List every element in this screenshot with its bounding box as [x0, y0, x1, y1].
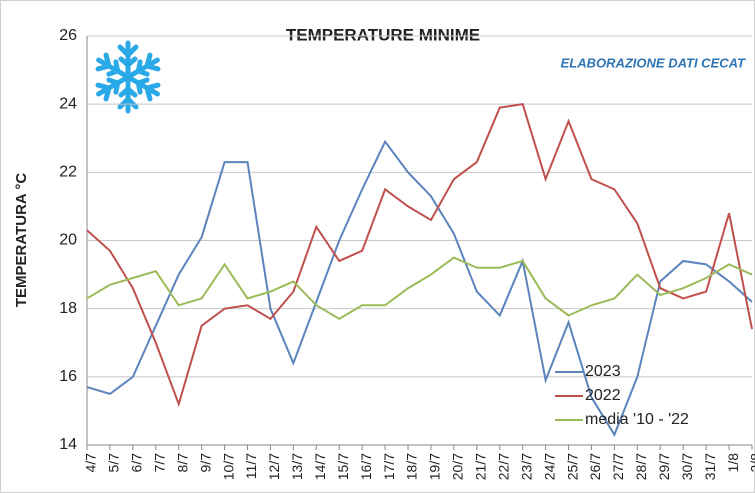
series-line: [86, 256, 753, 321]
chart-title: TEMPERATURE MINIME: [286, 25, 480, 44]
legend-label: media '10 - '22: [585, 411, 689, 428]
series-line: [86, 139, 753, 438]
x-tick-label: 24/7: [541, 453, 557, 480]
x-tick-label: 20/7: [450, 453, 466, 480]
x-tick-label: 22/7: [495, 453, 511, 480]
x-tick-label: 14/7: [312, 453, 328, 480]
x-tick-label: 4/7: [83, 453, 99, 473]
x-tick-label: 18/7: [404, 453, 420, 480]
x-tick-label: 17/7: [381, 453, 397, 480]
x-tick-label: 6/7: [129, 453, 145, 473]
legend-label: 2023: [585, 363, 621, 380]
y-axis-label: TEMPERATURA °C: [13, 173, 30, 307]
x-tick-label: 5/7: [106, 453, 122, 473]
chart-subtitle: ELABORAZIONE DATI CECAT: [561, 55, 746, 70]
y-tick-label: 16: [59, 368, 77, 385]
x-tick-label: 9/7: [197, 453, 213, 473]
y-tick-label: 14: [59, 436, 77, 453]
x-tick-label: 26/7: [587, 453, 603, 480]
y-tick-label: 18: [59, 300, 77, 317]
x-tick-label: 16/7: [358, 453, 374, 480]
x-tick-label: 1/8: [725, 453, 741, 473]
x-tick-label: 29/7: [656, 453, 672, 480]
x-tick-label: 13/7: [289, 453, 305, 480]
series-line: [86, 103, 753, 408]
x-tick-label: 2/8: [748, 453, 755, 473]
x-tick-label: 19/7: [427, 453, 443, 480]
y-tick-label: 26: [59, 27, 77, 44]
x-tick-label: 12/7: [266, 453, 282, 480]
x-tick-label: 31/7: [702, 453, 718, 480]
y-tick-label: 24: [59, 95, 77, 112]
x-tick-label: 23/7: [518, 453, 534, 480]
legend-label: 2022: [585, 387, 621, 404]
x-tick-label: 30/7: [679, 453, 695, 480]
x-tick-label: 8/7: [174, 453, 190, 473]
x-tick-label: 11/7: [243, 453, 259, 479]
y-tick-label: 22: [59, 164, 77, 181]
x-tick-label: 15/7: [335, 453, 351, 480]
y-tick-label: 20: [59, 232, 77, 249]
x-tick-label: 25/7: [564, 453, 580, 480]
x-tick-label: 28/7: [633, 453, 649, 480]
x-tick-label: 10/7: [220, 453, 236, 480]
snowflake-icon: [95, 40, 162, 111]
x-tick-label: 27/7: [610, 453, 626, 480]
x-tick-label: 21/7: [473, 453, 489, 480]
x-tick-label: 7/7: [151, 453, 167, 473]
